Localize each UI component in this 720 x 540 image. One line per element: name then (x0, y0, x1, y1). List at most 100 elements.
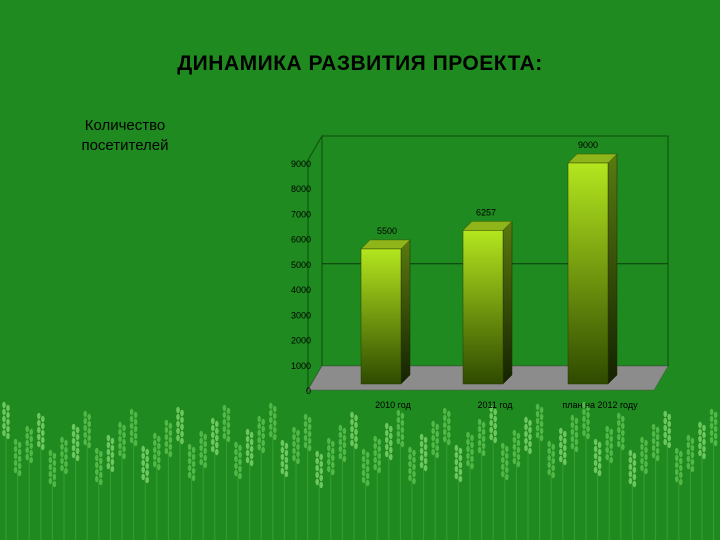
bar-side (502, 220, 513, 385)
wheat-grain (675, 461, 679, 469)
wheat-grain (296, 450, 300, 458)
wheat-grain (481, 442, 486, 450)
wheat-grain (106, 462, 111, 470)
wheat-grain (389, 446, 393, 454)
wheat-grain (141, 466, 145, 474)
wheat-grain (574, 417, 579, 425)
wheat-grain (261, 425, 266, 433)
wheat-grain (377, 466, 382, 474)
wheat-grain (350, 411, 354, 419)
wheat-grain (563, 430, 567, 438)
wheat-grain (365, 479, 370, 487)
wheat-grain (365, 451, 370, 459)
wheat-grain (412, 456, 416, 464)
wheat-grain (400, 440, 405, 448)
wheat-grain (245, 428, 250, 436)
wheat-grain (419, 461, 424, 469)
wheat-grain (570, 428, 575, 436)
wheat-grain (261, 432, 266, 440)
wheat-grain (651, 444, 656, 452)
wheat-grain (644, 446, 648, 454)
wheat-grain (493, 436, 498, 444)
wheat-grain (296, 429, 300, 437)
wheat-grain (389, 425, 393, 433)
data-label: 6257 (476, 207, 496, 217)
wheat-grain (222, 425, 227, 433)
wheat-grain (273, 426, 277, 434)
y-tick-label: 2000 (291, 336, 311, 346)
wheat-grain (222, 418, 227, 426)
wheat-grain (354, 421, 358, 429)
wheat-grain (2, 408, 6, 416)
wheat-grain (145, 476, 149, 484)
wheat-grain (327, 451, 331, 459)
wheat-grain (605, 453, 609, 461)
wheat-grain (203, 440, 207, 448)
wheat-grain (234, 441, 238, 449)
wheat-grain (447, 410, 451, 418)
wheat-grain (365, 472, 370, 480)
wheat-grain (118, 435, 122, 443)
wheat-grain (307, 437, 312, 445)
wheat-grain (327, 444, 331, 452)
wheat-grain (385, 429, 389, 437)
wheat-grain (431, 434, 436, 442)
wheat-grain (211, 438, 215, 446)
wheat-grain (412, 477, 416, 485)
wheat-grain (435, 437, 440, 445)
wheat-grain (709, 415, 714, 423)
x-tick-label: план на 2012 году (562, 400, 638, 410)
wheat-grain (396, 409, 401, 417)
wheat-grain (535, 424, 540, 432)
wheat-grain (41, 422, 45, 430)
wheat-grain (373, 442, 378, 450)
wheat-grain (215, 441, 219, 449)
wheat-grain (667, 434, 671, 442)
wheat-grain (423, 443, 428, 451)
wheat-grain (385, 450, 389, 458)
wheat-grain (83, 431, 87, 439)
wheat-grain (651, 423, 656, 431)
wheat-grain (389, 432, 393, 440)
wheat-grain (593, 459, 598, 467)
wheat-grain (315, 478, 320, 486)
wheat-grain (524, 423, 528, 431)
wheat-grain (408, 453, 412, 461)
wheat-grain (303, 441, 308, 449)
wheat-grain (396, 430, 401, 438)
wheat-grain (37, 433, 41, 441)
wheat-grain (373, 435, 378, 443)
wheat-grain (118, 421, 122, 429)
wheat-grain (582, 429, 586, 437)
wheat-grain (145, 448, 149, 456)
wheat-grain (655, 440, 660, 448)
wheat-grain (99, 464, 103, 472)
wheat-grain (95, 468, 99, 476)
wheat-grain (17, 455, 22, 463)
wheat-grain (477, 425, 482, 433)
wheat-grain (64, 446, 68, 454)
wheat-grain (41, 415, 45, 423)
wheat-grain (365, 465, 370, 473)
wheat-grain (408, 446, 412, 454)
wheat-grain (466, 438, 470, 446)
wheat-grain (331, 447, 335, 455)
wheat-grain (153, 460, 157, 468)
wheat-grain (640, 450, 644, 458)
wheat-grain (385, 443, 389, 451)
wheat-grain (203, 461, 207, 469)
wheat-grain (690, 458, 695, 466)
wheat-grain (593, 445, 598, 453)
wheat-grain (199, 430, 203, 438)
wheat-grain (29, 449, 33, 457)
wheat-grain (187, 471, 192, 479)
wheat-grain (617, 412, 621, 420)
wheat-grain (122, 452, 126, 460)
wheat-grain (129, 415, 134, 423)
data-labels: 5500 6257 9000 (377, 140, 598, 236)
wheat-grain (617, 440, 621, 448)
wheat-grain (234, 462, 238, 470)
wheat-grain (458, 475, 463, 483)
wheat-grain (25, 446, 30, 454)
